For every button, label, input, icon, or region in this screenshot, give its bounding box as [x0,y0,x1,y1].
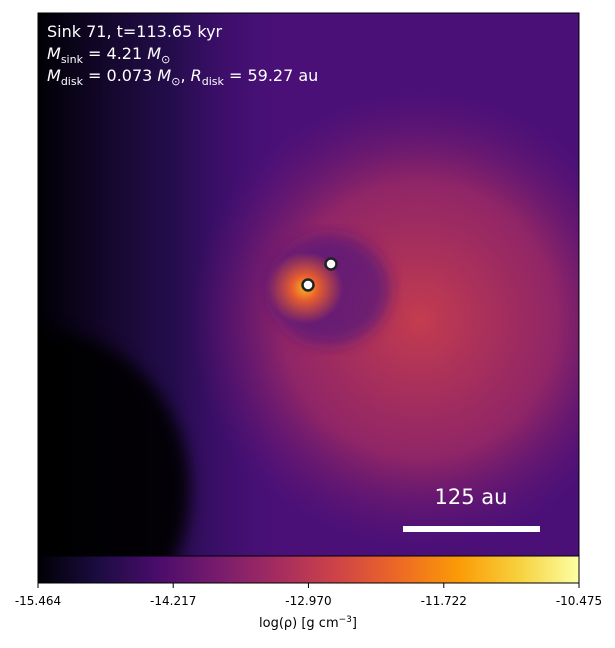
annotation-part: Sink 71, t=113.65 kyr [47,22,223,41]
colorbar-label-part: −3 [339,615,352,625]
colorbar-tick-label: -14.217 [150,594,196,608]
sink [301,278,315,292]
colorbar-ticks: -15.464 -14.217 -12.970 -11.722 -10.475 [15,583,602,608]
colorbar-label-part: log(ρ) [g cm [259,616,339,631]
colorbar-tick-label: -10.475 [556,594,602,608]
annotation-part: M [147,44,161,63]
annotation-part: = 0.073 [83,66,157,85]
colorbar-tick-label: -11.722 [421,594,467,608]
annotation: Mdisk = 0.073 M⊙, Rdisk = 59.27 au [47,66,318,88]
colorbar-tick-label: -12.970 [285,594,331,608]
annotation-part: = 4.21 [83,44,147,63]
colorbar [37,555,580,584]
sink [324,257,338,271]
annotation-part: ⊙ [171,75,180,88]
annotation-part: ⊙ [161,53,170,66]
annotation-part: sink [61,53,84,66]
density-map [38,13,579,556]
annotation-part: M [157,66,171,85]
annotation-part: disk [202,75,225,88]
annotation-part: = 59.27 au [224,66,318,85]
colorbar-label-part: ] [352,616,357,631]
annotation-part: M [47,66,61,85]
annotation: Msink = 4.21 M⊙ [47,44,170,66]
colorbar-label: log(ρ) [g cm−3] [259,615,357,631]
annotation-part: R [191,66,202,85]
annotation-part: disk [61,75,84,88]
annotation-part: , [180,66,190,85]
scale-bar [403,526,540,532]
annotation: Sink 71, t=113.65 kyr [47,22,223,41]
colorbar-tick-label: -15.464 [15,594,61,608]
annotation-part: M [47,44,61,63]
scale-bar-label: 125 au [435,485,508,509]
